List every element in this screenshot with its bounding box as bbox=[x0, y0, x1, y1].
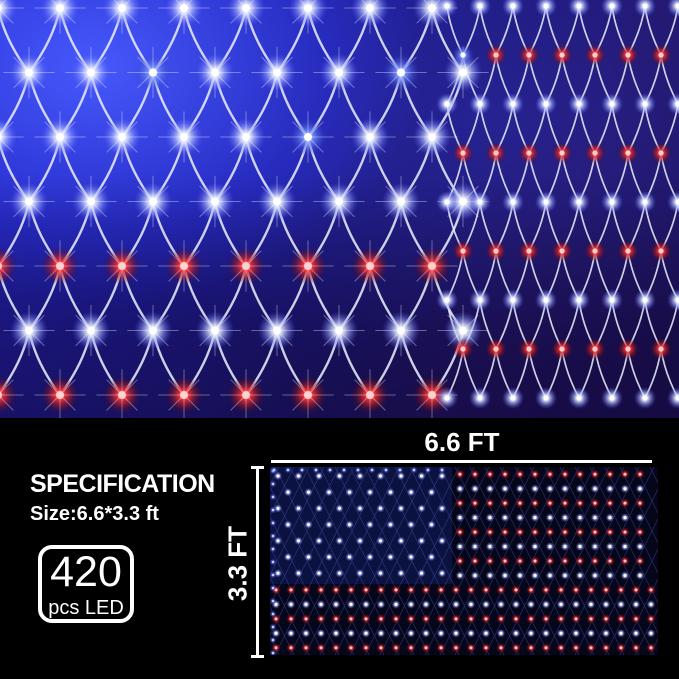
spec-panel: SPECIFICATION Size:6.6*3.3 ft 420 pcs LE… bbox=[0, 418, 679, 679]
spec-heading: SPECIFICATION bbox=[30, 470, 215, 498]
led-count-value: 420 bbox=[50, 547, 122, 596]
width-dimension-line bbox=[271, 460, 652, 463]
height-dimension-line bbox=[251, 466, 264, 658]
flag-net-light-image bbox=[270, 467, 658, 655]
net-light-photo-render bbox=[0, 0, 679, 418]
width-dimension-label: 6.6 FT bbox=[424, 427, 500, 457]
height-dimension-label: 3.3 FT bbox=[222, 525, 253, 602]
led-count-badge: 420 pcs LED bbox=[38, 545, 134, 623]
spec-size-text: Size:6.6*3.3 ft bbox=[30, 503, 159, 525]
net-light-photo bbox=[0, 0, 679, 418]
led-count-unit: pcs LED bbox=[48, 596, 124, 619]
